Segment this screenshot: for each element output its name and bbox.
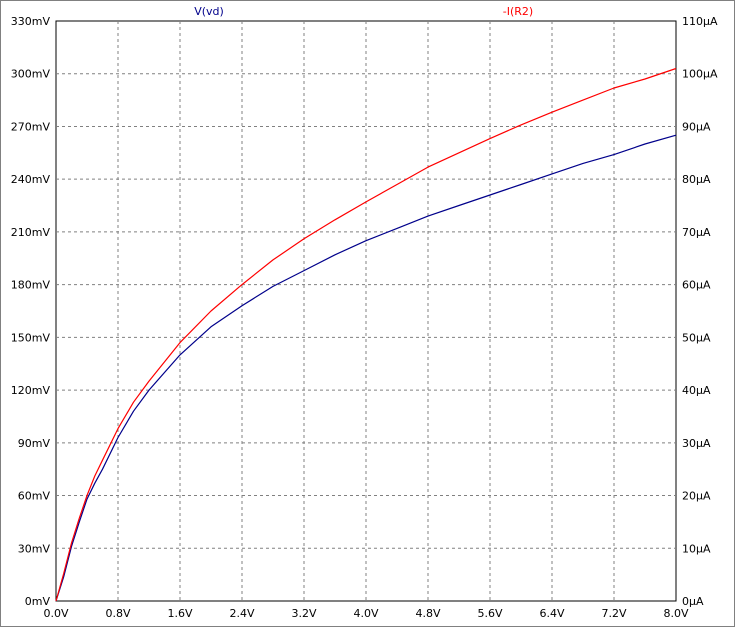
x-tick-label: 4.0V — [353, 607, 378, 620]
y-right-tick-label: 90µA — [682, 120, 711, 133]
x-tick-label: 5.6V — [477, 607, 502, 620]
x-tick-label: 3.2V — [291, 607, 316, 620]
x-tick-label: 0.0V — [43, 607, 68, 620]
tick-labels: 0.0V 0.8V 1.6V 2.4V 3.2V 4.0V 4.8V 5.6V 6.4V 7.2V… — [11, 15, 718, 620]
series-line-ir2[interactable] — [55, 67, 677, 602]
y-right-tick-label: 0µA — [682, 595, 704, 608]
x-tick-label: 6.4V — [539, 607, 564, 620]
y-left-tick-label: 150mV — [11, 331, 51, 344]
y-right-tick-label: 10µA — [682, 542, 711, 555]
y-right-tick-label: 60µA — [682, 279, 711, 292]
x-tick-label: 1.6V — [167, 607, 192, 620]
y-right-tick-label: 80µA — [682, 173, 711, 186]
legend-series-ir2[interactable]: -I(R2) — [503, 5, 533, 18]
y-right-tick-label: 40µA — [682, 384, 711, 397]
y-right-tick-label: 70µA — [682, 226, 711, 239]
y-left-tick-label: 210mV — [11, 226, 51, 239]
y-left-tick-label: 90mV — [18, 437, 51, 450]
grid-lines — [56, 21, 676, 601]
y-right-tick-label: 50µA — [682, 331, 711, 344]
series-line-vvd[interactable] — [55, 134, 677, 602]
y-right-tick-label: 30µA — [682, 437, 711, 450]
y-left-tick-label: 240mV — [11, 173, 51, 186]
x-tick-label: 4.8V — [415, 607, 440, 620]
legend-series-vvd[interactable]: V(vd) — [194, 5, 224, 18]
y-left-tick-label: 180mV — [11, 279, 51, 292]
series-traces — [55, 67, 677, 602]
y-left-tick-label: 300mV — [11, 68, 51, 81]
y-right-tick-label: 20µA — [682, 490, 711, 503]
x-tick-label: 0.8V — [105, 607, 130, 620]
y-left-tick-label: 270mV — [11, 120, 51, 133]
x-tick-label: 2.4V — [229, 607, 254, 620]
y-left-tick-label: 60mV — [18, 490, 51, 503]
y-left-tick-label: 30mV — [18, 542, 51, 555]
y-left-tick-label: 330mV — [11, 15, 51, 28]
y-left-tick-label: 120mV — [11, 384, 51, 397]
y-right-tick-label: 100µA — [682, 68, 718, 81]
x-tick-label: 8.0V — [663, 607, 688, 620]
y-left-tick-label: 0mV — [25, 595, 51, 608]
x-tick-label: 7.2V — [601, 607, 626, 620]
y-right-tick-label: 110µA — [682, 15, 718, 28]
